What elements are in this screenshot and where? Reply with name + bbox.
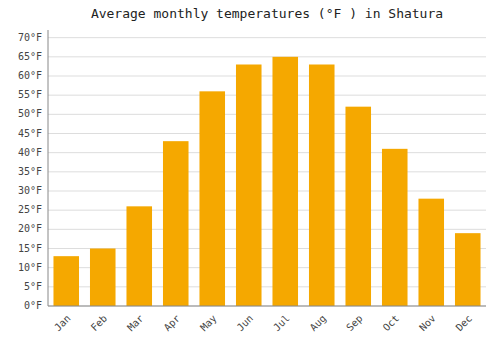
- bars: [53, 57, 480, 306]
- y-tick-label: 55°F: [18, 89, 42, 100]
- y-tick-label: 65°F: [18, 51, 42, 62]
- page: {"chart_data": {"type": "bar", "title": …: [0, 0, 500, 350]
- x-axis-line: [48, 306, 486, 307]
- x-tick-label: Aug: [308, 313, 329, 334]
- x-tick-label: May: [198, 313, 219, 334]
- bar: [455, 233, 481, 306]
- y-tick-labels: 0°F 5°F 10°F 15°F 20°F 25°F 30°F 35°F 40°F 45°F 50…: [18, 32, 42, 311]
- grid-line: [48, 191, 486, 192]
- y-tick-label: 5°F: [24, 281, 42, 292]
- y-tick-label: 50°F: [18, 108, 42, 119]
- y-tick-label: 30°F: [18, 185, 42, 196]
- bar: [309, 65, 335, 307]
- bar: [236, 65, 262, 307]
- grid-line: [48, 37, 486, 38]
- title: Average monthly temperatures (°F ) in Sh…: [91, 6, 443, 21]
- grid-line: [48, 133, 486, 134]
- x-tick-label: Oct: [381, 313, 402, 334]
- grid-line: [48, 306, 486, 307]
- bar: [126, 206, 152, 306]
- x-tick-labels: Jan Feb Mar Apr May Jun Jul Aug Sep Oct Nov Dec: [52, 313, 474, 334]
- bar: [382, 149, 408, 306]
- bar: [53, 256, 79, 306]
- y-tick-label: 0°F: [24, 300, 42, 311]
- x-tick-label: Sep: [344, 313, 365, 334]
- grid-line: [48, 152, 486, 153]
- x-tick-label: Jun: [235, 313, 256, 334]
- bar: [90, 249, 116, 307]
- x-tick-label: Nov: [417, 313, 438, 334]
- bar: [345, 107, 371, 306]
- y-tick-label: 10°F: [18, 262, 42, 273]
- bar: [199, 91, 225, 306]
- y-tick-label: 15°F: [18, 243, 42, 254]
- grid-line: [48, 95, 486, 96]
- chart-svg: 0°F 5°F 10°F 15°F 20°F 25°F 30°F 35°F 40°F 45°F 50…: [0, 0, 500, 350]
- axes: [48, 30, 486, 306]
- y-tick-label: 35°F: [18, 166, 42, 177]
- x-tick-label: Jul: [271, 313, 292, 334]
- x-tick-label: Apr: [162, 313, 183, 334]
- y-tick-label: 70°F: [18, 32, 42, 43]
- y-tick-label: 25°F: [18, 204, 42, 215]
- grid-line: [48, 171, 486, 172]
- x-tick-label: Jan: [52, 313, 73, 334]
- x-tick-label: Dec: [454, 313, 475, 334]
- x-tick-label: Mar: [125, 313, 146, 334]
- bar: [418, 199, 444, 306]
- grid-line: [48, 56, 486, 57]
- chart-container: 0°F 5°F 10°F 15°F 20°F 25°F 30°F 35°F 40°F 45°F 50…: [0, 0, 500, 350]
- y-tick-label: 60°F: [18, 70, 42, 81]
- grid: [48, 38, 486, 306]
- y-axis-line: [48, 30, 49, 306]
- x-tick-label: Feb: [89, 313, 110, 334]
- bar: [163, 141, 189, 306]
- grid-line: [48, 114, 486, 115]
- bar: [272, 57, 298, 306]
- y-tick-label: 45°F: [18, 128, 42, 139]
- grid-line: [48, 76, 486, 77]
- y-tick-label: 20°F: [18, 223, 42, 234]
- y-tick-label: 40°F: [18, 147, 42, 158]
